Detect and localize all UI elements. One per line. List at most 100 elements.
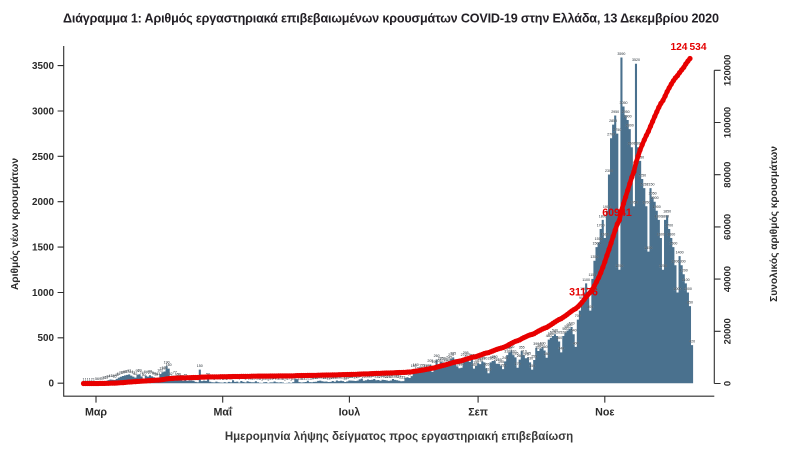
svg-text:Διάγραμμα 1: Αριθμός εργαστηρι: Διάγραμμα 1: Αριθμός εργαστηριακά επιβεβ… (63, 12, 719, 26)
svg-text:1900: 1900 (603, 205, 611, 209)
svg-text:2600: 2600 (634, 142, 642, 146)
svg-text:1: 1 (87, 378, 89, 382)
svg-text:20: 20 (345, 376, 349, 380)
svg-text:3050: 3050 (620, 101, 628, 105)
svg-text:2: 2 (91, 377, 93, 381)
svg-text:160: 160 (413, 363, 419, 367)
svg-text:Μαρ: Μαρ (85, 407, 107, 419)
svg-text:1850: 1850 (663, 210, 671, 214)
svg-text:1: 1 (93, 378, 95, 382)
svg-text:1: 1 (83, 378, 85, 382)
svg-text:230: 230 (527, 357, 533, 361)
svg-text:16: 16 (314, 376, 318, 380)
svg-text:27: 27 (362, 375, 366, 379)
svg-text:230: 230 (488, 357, 494, 361)
svg-text:170: 170 (515, 362, 521, 366)
svg-text:92: 92 (125, 369, 129, 373)
svg-text:66: 66 (152, 372, 156, 376)
svg-text:400: 400 (573, 341, 579, 345)
svg-text:27: 27 (379, 375, 383, 379)
svg-text:2700: 2700 (607, 133, 615, 137)
svg-text:285: 285 (513, 352, 519, 356)
svg-text:1: 1 (89, 378, 91, 382)
svg-text:850: 850 (687, 301, 693, 305)
svg-text:900: 900 (579, 296, 585, 300)
svg-text:4: 4 (286, 377, 288, 381)
svg-text:275: 275 (523, 353, 529, 357)
svg-text:2250: 2250 (638, 173, 646, 177)
svg-text:71: 71 (119, 371, 123, 375)
svg-text:390: 390 (533, 342, 539, 346)
svg-text:480: 480 (546, 334, 552, 338)
svg-text:1000: 1000 (580, 287, 588, 291)
svg-text:1900: 1900 (653, 205, 661, 209)
svg-text:195: 195 (498, 360, 504, 364)
svg-text:3: 3 (261, 377, 263, 381)
svg-text:165: 165 (456, 363, 462, 367)
svg-text:33: 33 (364, 375, 368, 379)
svg-text:74: 74 (140, 371, 144, 375)
svg-text:800: 800 (587, 305, 593, 309)
svg-text:280: 280 (544, 352, 550, 356)
svg-text:38: 38 (111, 374, 115, 378)
svg-text:1500: 1500 (32, 243, 54, 254)
svg-text:2900: 2900 (624, 115, 632, 119)
svg-text:18: 18 (322, 376, 326, 380)
svg-text:19: 19 (325, 376, 329, 380)
svg-text:34: 34 (106, 375, 110, 379)
svg-text:270: 270 (461, 353, 467, 357)
svg-text:0: 0 (722, 381, 733, 386)
svg-text:500: 500 (548, 332, 554, 336)
svg-text:2150: 2150 (640, 183, 648, 187)
svg-text:2950: 2950 (622, 110, 630, 114)
svg-text:1500: 1500 (593, 242, 601, 246)
svg-text:22: 22 (399, 376, 403, 380)
svg-text:Συνολικός αριθμός κρουσμάτων: Συνολικός αριθμός κρουσμάτων (769, 146, 780, 302)
svg-text:0: 0 (49, 379, 55, 390)
svg-text:1400: 1400 (676, 251, 684, 255)
svg-text:1800: 1800 (661, 214, 669, 218)
svg-text:620: 620 (569, 321, 575, 325)
svg-text:28: 28 (349, 375, 353, 379)
svg-text:7: 7 (278, 377, 280, 381)
svg-text:7: 7 (288, 377, 290, 381)
svg-text:460: 460 (556, 336, 562, 340)
svg-text:62: 62 (117, 372, 121, 376)
svg-text:3590: 3590 (617, 52, 625, 56)
svg-text:1950: 1950 (642, 201, 650, 205)
svg-text:340: 340 (506, 347, 512, 351)
svg-text:600: 600 (567, 323, 573, 327)
svg-text:215: 215 (444, 358, 450, 362)
svg-text:260: 260 (434, 354, 440, 358)
svg-text:220: 220 (475, 358, 481, 362)
svg-text:40000: 40000 (722, 266, 733, 292)
svg-text:2050: 2050 (649, 192, 657, 196)
svg-text:13: 13 (327, 376, 331, 380)
svg-text:99: 99 (138, 369, 142, 373)
svg-text:29: 29 (356, 375, 360, 379)
svg-text:2150: 2150 (647, 183, 655, 187)
svg-text:1250: 1250 (615, 264, 623, 268)
svg-text:205: 205 (427, 359, 433, 363)
svg-text:Ημερομηνία λήψης δείγματος προ: Ημερομηνία λήψης δείγματος προς εργαστηρ… (225, 431, 573, 443)
svg-text:23: 23 (401, 376, 405, 380)
svg-text:2000: 2000 (32, 197, 54, 208)
svg-text:1450: 1450 (644, 246, 652, 250)
svg-text:170: 170 (459, 362, 465, 366)
svg-text:245: 245 (490, 355, 496, 359)
svg-text:255: 255 (531, 355, 537, 359)
svg-text:23: 23 (341, 376, 345, 380)
svg-text:520: 520 (560, 330, 566, 334)
svg-text:155: 155 (419, 364, 425, 368)
svg-text:240: 240 (479, 356, 485, 360)
svg-text:1300: 1300 (678, 260, 686, 264)
svg-text:35: 35 (383, 374, 387, 378)
svg-text:Σεπ: Σεπ (468, 407, 488, 419)
svg-text:160: 160 (471, 363, 477, 367)
svg-text:30: 30 (389, 375, 393, 379)
svg-text:1150: 1150 (589, 273, 597, 277)
svg-text:2950: 2950 (611, 110, 619, 114)
svg-text:270: 270 (448, 353, 454, 357)
svg-text:120000: 120000 (722, 55, 733, 86)
svg-text:340: 340 (558, 347, 564, 351)
